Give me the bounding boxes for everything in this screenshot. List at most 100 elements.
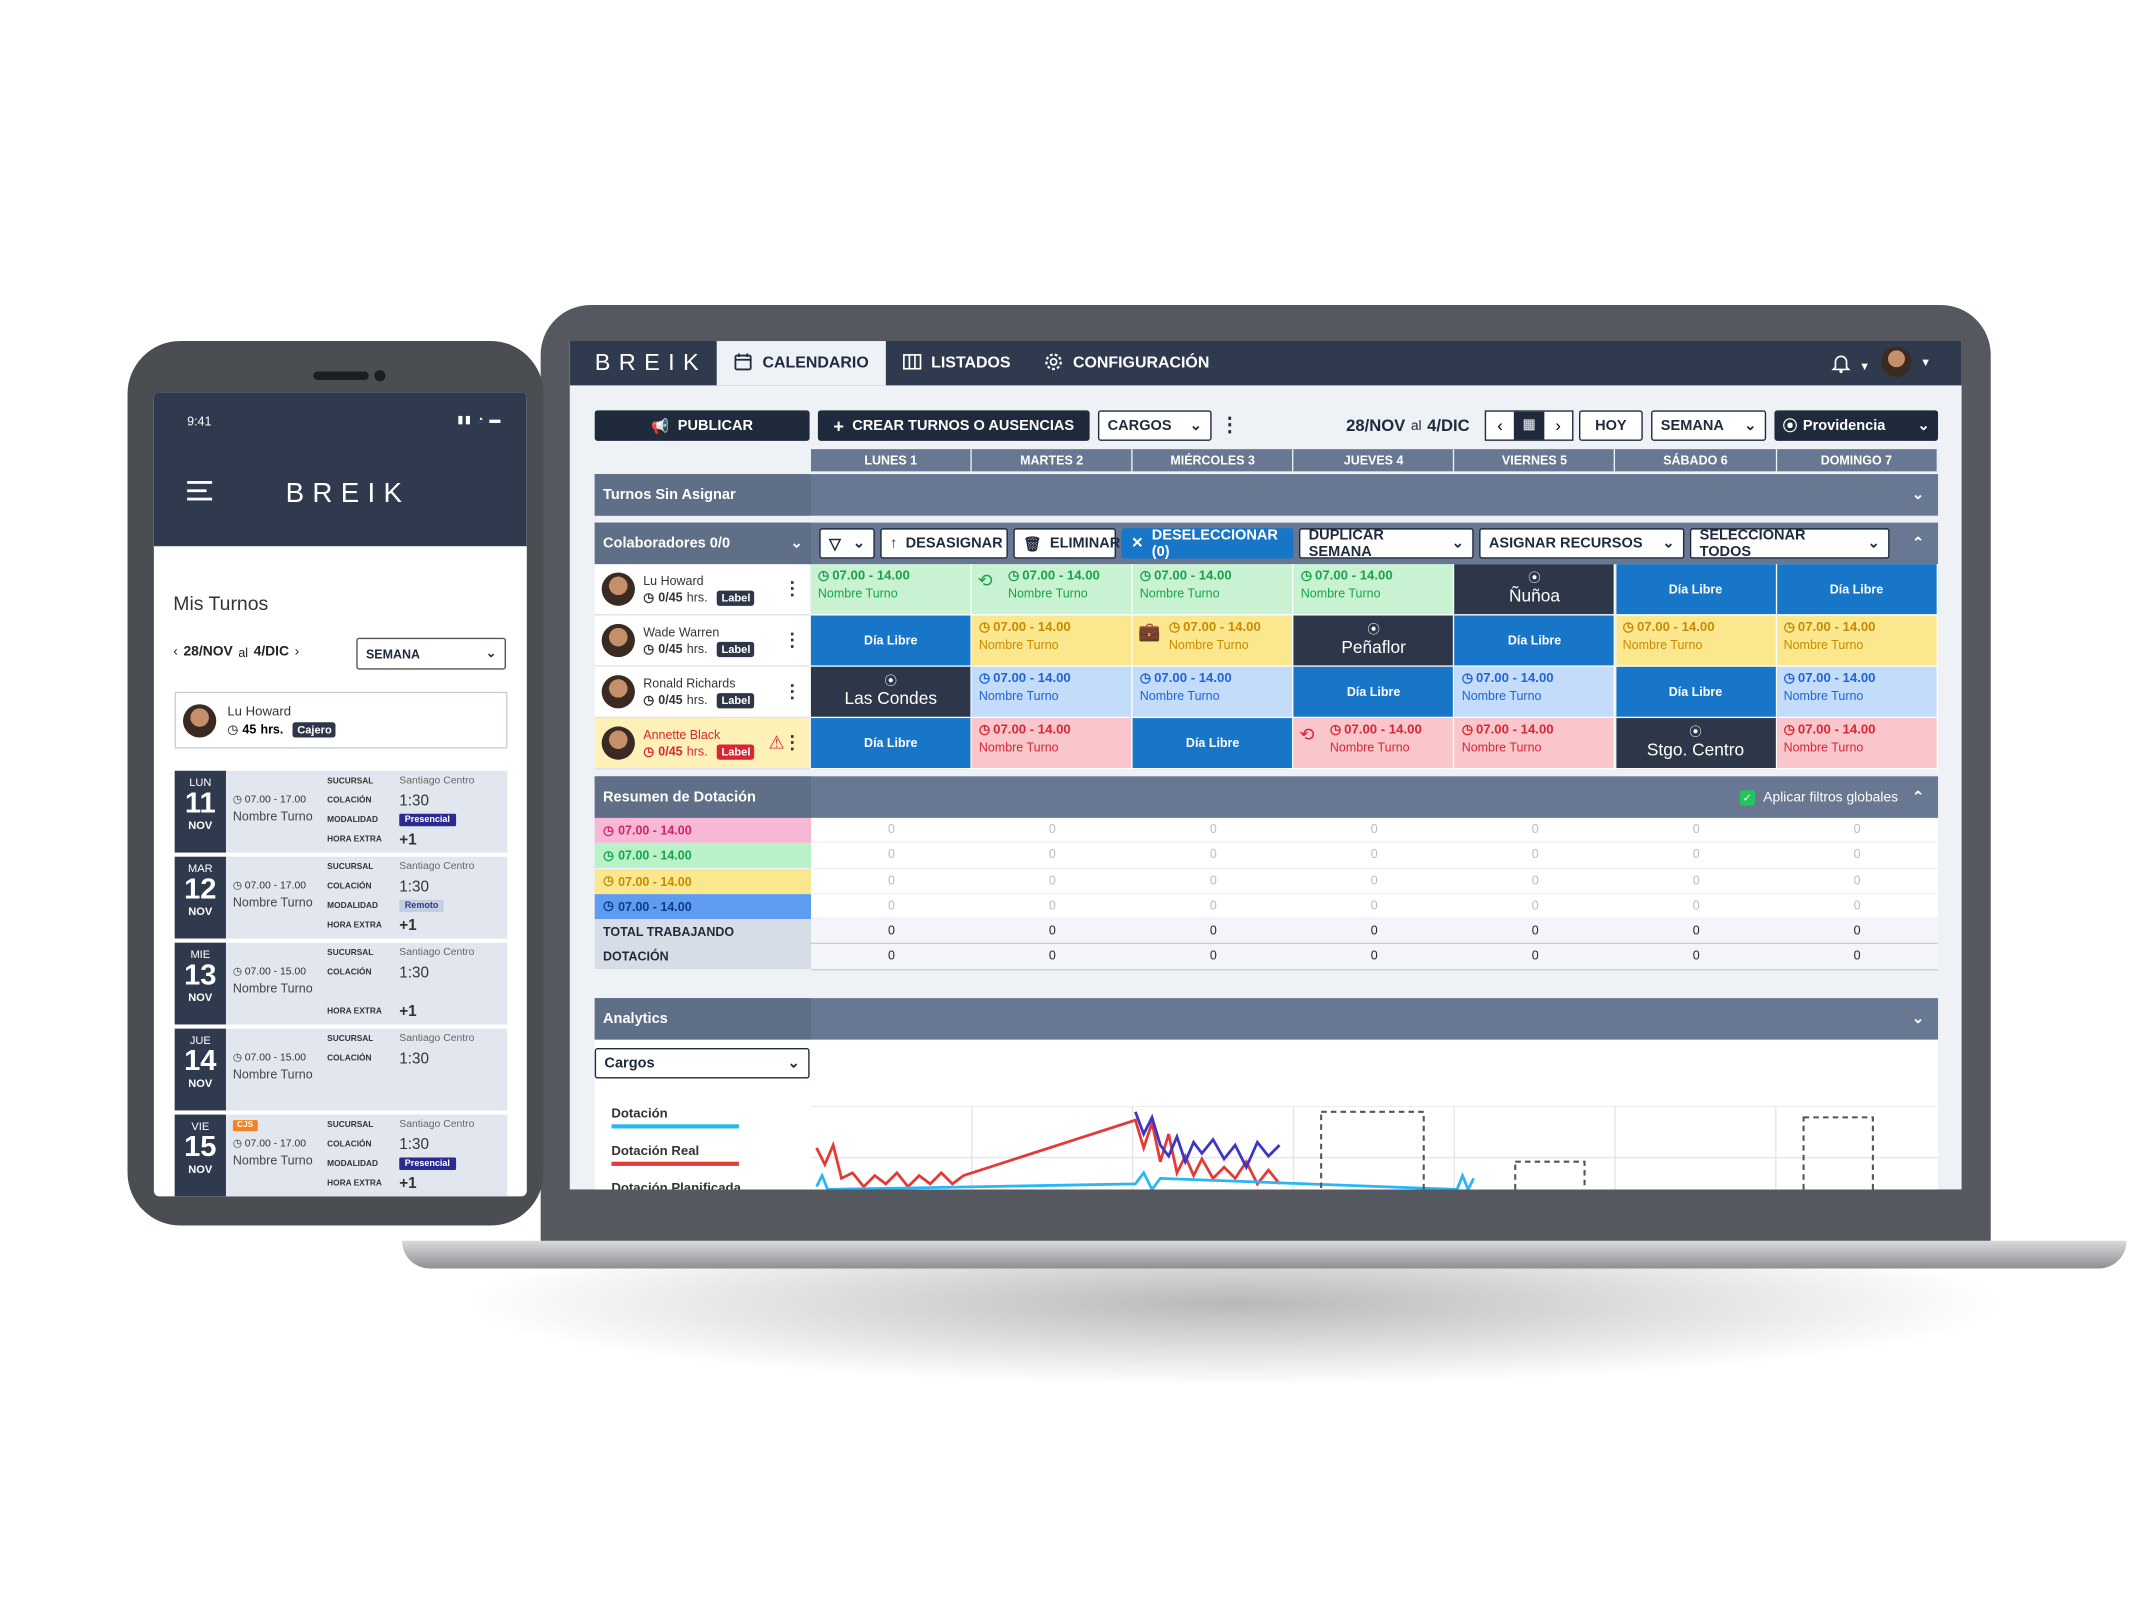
shift-cell[interactable]: ◷ 07.00 - 14.00 Nombre Turno (1454, 718, 1616, 770)
checkbox-checked-icon[interactable]: ✓ (1739, 789, 1755, 805)
tab-listados[interactable]: LISTADOS (885, 341, 1027, 385)
phone-camera (374, 370, 386, 382)
clock-icon: ◷ (232, 964, 242, 978)
employee-avatar (601, 572, 635, 606)
action-button-4[interactable]: DUPLICAR SEMANA ⌄ (1298, 527, 1474, 560)
summary-value: 0 (887, 898, 895, 913)
day-number: 13 (184, 959, 217, 992)
next-week-button[interactable]: › (294, 644, 300, 660)
user-menu[interactable]: ▼ (1881, 346, 1931, 378)
shift-cell[interactable]: ◷ 07.00 - 14.00 Nombre Turno (971, 615, 1133, 667)
more-options-icon[interactable]: ⋮ (783, 578, 802, 599)
location-label: Providencia (1802, 417, 1886, 434)
clock-icon: ◷ (978, 619, 991, 635)
next-week-button[interactable]: › (1555, 415, 1561, 436)
collaborators-title: Colaboradores 0/0 (603, 535, 731, 552)
clock-icon: ◷ (232, 1050, 242, 1064)
day-off-cell[interactable]: Día Libre (1615, 564, 1777, 616)
phone-day-card[interactable]: JUE 14 NOV ◷ 07.00 - 15.00 Nombre Turno SUCURS… (174, 1028, 508, 1111)
role-badge: Cajero (293, 721, 336, 737)
day-off-cell[interactable]: Día Libre (1132, 718, 1294, 770)
analytics-select[interactable]: Cargos ⌄ (594, 1048, 810, 1079)
day-off-cell[interactable]: Día Libre (810, 718, 972, 770)
phone-speaker (313, 371, 369, 380)
phone-user-hours: 45 (242, 722, 257, 737)
tab-configuracion[interactable]: CONFIGURACIÓN (1027, 341, 1226, 385)
tab-calendario[interactable]: CALENDARIO (716, 341, 886, 386)
shift-cell[interactable]: ◷ 07.00 - 14.00 Nombre Turno (1454, 666, 1616, 719)
employee-avatar (601, 623, 635, 658)
action-button-2[interactable]: 🗑 ELIMINAR (1013, 528, 1120, 559)
shift-cell[interactable]: ◷ 07.00 - 14.00 Nombre Turno (971, 718, 1133, 770)
shift-cell[interactable]: ⟲ ◷ 07.00 - 14.00 Nombre Turno (971, 564, 1133, 616)
day-off-cell[interactable]: Día Libre (1776, 564, 1938, 616)
prev-week-button[interactable]: ‹ (173, 644, 178, 660)
phone-view-dropdown[interactable]: SEMANA ⌄ (356, 637, 506, 670)
location-cell[interactable]: ⦿ Las Condes (810, 666, 972, 719)
shift-cell[interactable]: ◷ 07.00 - 14.00 Nombre Turno (1776, 615, 1938, 667)
employee-hours: 0/45 (658, 641, 683, 656)
location-cell[interactable]: ⦿ Stgo. Centro (1615, 718, 1777, 770)
create-shifts-button[interactable]: + CREAR TURNOS O AUSENCIAS (817, 410, 1090, 441)
employee-row-header[interactable]: Ronald Richards ◷ 0/45 hrs. Label ⋮ (594, 666, 810, 719)
shift-cell[interactable]: ◷ 07.00 - 14.00 Nombre Turno (1615, 615, 1777, 667)
chevron-up-icon[interactable]: ⌃ (1911, 535, 1925, 552)
shift-cell[interactable]: ◷ 07.00 - 14.00 Nombre Turno (1132, 666, 1294, 719)
prev-week-button[interactable]: ‹ (1497, 415, 1503, 436)
shift-cell[interactable]: ◷ 07.00 - 14.00 Nombre Turno (810, 564, 972, 616)
filter-icon: ▽ (829, 535, 841, 553)
employee-row-header[interactable]: Lu Howard ◷ 0/45 hrs. Label ⋮ (594, 564, 810, 616)
day-off-cell[interactable]: Día Libre (1454, 615, 1616, 667)
phone-day-card[interactable]: LUN 11 NOV ◷ 07.00 - 17.00 Nombre Turno SUCURS… (174, 770, 508, 853)
phone-shift-name: Nombre Turno (232, 1153, 313, 1168)
summary-value: 0 (1692, 898, 1700, 913)
phone-day-card[interactable]: MIE 13 NOV ◷ 07.00 - 15.00 Nombre Turno SUCURS… (174, 942, 508, 1025)
today-button[interactable]: HOY (1578, 410, 1643, 441)
more-options-icon[interactable]: ⋮ (1219, 413, 1240, 436)
publish-button[interactable]: 📢 PUBLICAR (594, 410, 810, 441)
cargos-dropdown[interactable]: CARGOS ⌄ (1097, 410, 1212, 441)
planned-box (1514, 1160, 1586, 1190)
shift-cell[interactable]: ◷ 07.00 - 14.00 Nombre Turno (1776, 666, 1938, 719)
shift-cell[interactable]: ◷ 07.00 - 14.00 Nombre Turno (1776, 718, 1938, 770)
unassigned-section[interactable]: Turnos Sin Asignar ⌄ (594, 474, 1939, 516)
shift-cell[interactable]: ◷ 07.00 - 14.00 Nombre Turno (1132, 564, 1294, 616)
more-options-icon[interactable]: ⋮ (783, 680, 802, 702)
global-filter-toggle[interactable]: ✓ Aplicar filtros globales (1739, 789, 1898, 805)
day-off-cell[interactable]: Día Libre (1615, 666, 1777, 719)
shift-cell[interactable]: ◷ 07.00 - 14.00 Nombre Turno (971, 666, 1133, 719)
phone-date-range: ‹ 28/NOV al 4/DIC › (173, 645, 299, 660)
employee-name: Lu Howard (643, 573, 704, 588)
action-button-5[interactable]: ASIGNAR RECURSOS ⌄ (1479, 528, 1685, 559)
analytics-header[interactable]: Analytics ⌄ (594, 998, 1939, 1040)
employee-row-header[interactable]: Annette Black ◷ 0/45 hrs. Label ⚠ ⋮ (594, 718, 810, 770)
action-button-6[interactable]: SELECCIONAR TODOS ⌄ (1689, 527, 1890, 560)
employee-row-header[interactable]: Wade Warren ◷ 0/45 hrs. Label ⋮ (594, 615, 810, 667)
phone-date-block: VIE 15 NOV (174, 1114, 226, 1197)
more-options-icon[interactable]: ⋮ (783, 629, 802, 651)
phone-day-card[interactable]: MAR 12 NOV ◷ 07.00 - 17.00 Nombre Turno SUCURS… (174, 856, 508, 939)
action-button-3[interactable]: ✕ DESELECCIONAR (0) (1121, 527, 1294, 560)
location-dropdown[interactable]: ⦿ Providencia ⌄ (1774, 410, 1939, 441)
view-dropdown[interactable]: SEMANA ⌄ (1651, 410, 1767, 441)
shift-name: Nombre Turno (817, 586, 898, 601)
employee-name: Wade Warren (643, 624, 720, 639)
phone-day-card[interactable]: VIE 15 NOV CJS ◷ 07.00 - 17.00 Nombre Turno SUC… (174, 1114, 508, 1197)
chevron-down-icon[interactable]: ⌄ (790, 535, 803, 552)
chevron-up-icon[interactable]: ⌃ (1911, 788, 1925, 806)
location-cell[interactable]: ⦿ Peñaflor (1293, 615, 1455, 667)
shift-cell[interactable]: ◷ 07.00 - 14.00 Nombre Turno (1293, 564, 1455, 616)
more-options-icon[interactable]: ⋮ (783, 731, 802, 753)
shift-cell[interactable]: 💼 ◷ 07.00 - 14.00 Nombre Turno (1132, 615, 1294, 667)
action-button-1[interactable]: ↑ DESASIGNAR (880, 528, 1008, 559)
location-cell[interactable]: ⦿ Ñuñoa (1454, 564, 1616, 616)
menu-icon[interactable] (187, 481, 213, 501)
calendar-picker-icon[interactable]: ▦ (1513, 411, 1545, 440)
phone-field-value: +1 (399, 1175, 417, 1193)
filter-button[interactable]: ▽ ⌄ (819, 528, 875, 559)
shift-cell[interactable]: ⟲ ◷ 07.00 - 14.00 Nombre Turno (1293, 718, 1455, 770)
summary-shift-label: 07.00 - 14.00 (618, 823, 692, 838)
day-off-cell[interactable]: Día Libre (1293, 666, 1455, 719)
day-off-cell[interactable]: Día Libre (810, 615, 972, 667)
notifications-button[interactable]: ▼ (1831, 352, 1870, 381)
